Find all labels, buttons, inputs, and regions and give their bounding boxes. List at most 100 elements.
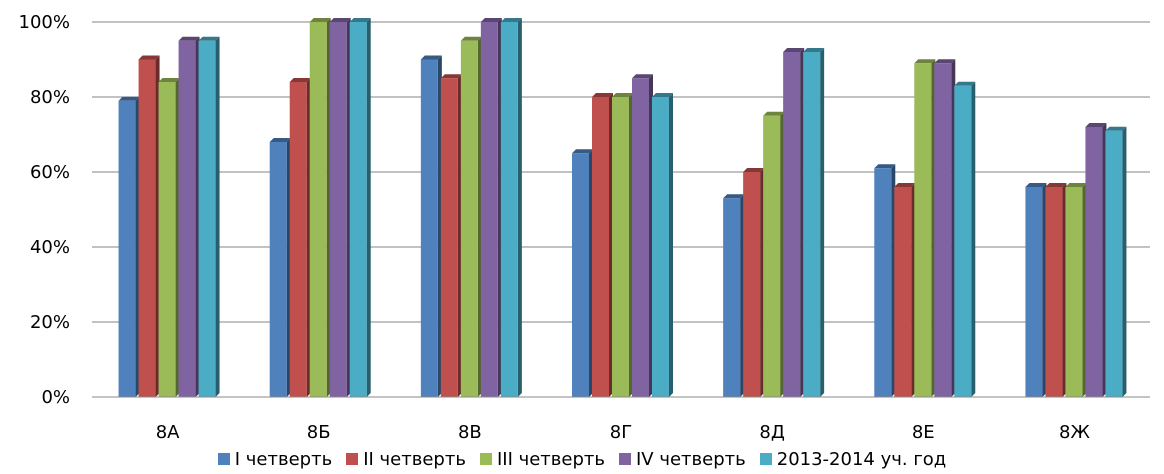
- bar: [138, 55, 160, 397]
- bar-top: [158, 78, 180, 82]
- bar-top: [480, 18, 502, 22]
- bar: [118, 96, 140, 397]
- bar-top: [198, 36, 220, 41]
- bar-front: [460, 40, 478, 397]
- bar-front: [158, 82, 176, 397]
- bar-front: [269, 142, 287, 397]
- bar-top: [652, 93, 673, 97]
- bar-front: [1085, 127, 1103, 397]
- bar: [460, 36, 482, 397]
- bar: [289, 78, 311, 397]
- bar-front: [652, 97, 669, 397]
- bar-front: [178, 40, 196, 397]
- x-tick-label: 8Д: [759, 422, 785, 443]
- bar: [480, 18, 502, 397]
- bar-side: [366, 18, 371, 397]
- bar-top: [612, 93, 633, 97]
- bar: [954, 81, 976, 397]
- bar: [572, 149, 593, 397]
- bar-side: [820, 48, 825, 397]
- y-tick-label: 60%: [30, 162, 70, 183]
- bar-top: [954, 81, 976, 86]
- legend-swatch: [479, 453, 492, 465]
- bar: [1105, 126, 1127, 397]
- bar-top: [723, 194, 745, 199]
- bar-front: [420, 59, 438, 397]
- y-tick-label: 20%: [30, 312, 70, 333]
- y-axis-tick-labels: 0% 20% 40% 60% 80% 100%: [19, 12, 70, 408]
- bar-front: [500, 22, 518, 397]
- legend-item: IV четверть: [619, 449, 746, 470]
- bar: [632, 74, 653, 397]
- legend: I четверть II четверть III четверть IV четв…: [0, 446, 1164, 472]
- legend-item: III четверть: [479, 449, 605, 470]
- legend-label: IV четверть: [636, 448, 746, 470]
- bar: [934, 59, 956, 397]
- x-axis-tick-labels: 8А 8Б 8В 8Г 8Д 8Е 8Ж: [156, 422, 1091, 443]
- x-tick-label: 8Ж: [1059, 422, 1090, 443]
- bar-top: [460, 36, 482, 41]
- bar-top: [420, 55, 442, 60]
- bar-side: [215, 36, 220, 397]
- bar: [914, 59, 936, 397]
- bar-top: [934, 59, 956, 64]
- x-tick-label: 8В: [458, 422, 482, 443]
- bar-top: [138, 55, 160, 60]
- bar-top: [1085, 123, 1107, 127]
- bar-top: [632, 74, 653, 79]
- legend-item: 2013-2014 уч. год: [759, 448, 947, 470]
- bar-front: [572, 153, 589, 397]
- bar-top: [349, 18, 371, 22]
- bar: [723, 194, 745, 397]
- bar-top: [914, 59, 936, 64]
- bar: [329, 18, 351, 397]
- bar-front: [763, 115, 781, 397]
- bar: [803, 48, 825, 397]
- bar-front: [138, 59, 156, 397]
- bar-top: [500, 18, 522, 22]
- legend-swatch: [759, 453, 772, 465]
- legend-swatch: [619, 453, 631, 465]
- x-tick-label: 8Е: [912, 422, 935, 443]
- legend-label: 2013-2014 уч. год: [776, 448, 947, 470]
- bar: [1045, 183, 1067, 397]
- bar-top: [440, 74, 462, 79]
- legend-label: I четверть: [234, 448, 333, 470]
- bar: [1025, 183, 1047, 397]
- bar-front: [1045, 187, 1063, 397]
- bar: [440, 74, 462, 397]
- bar: [420, 55, 442, 397]
- bar-front: [198, 40, 216, 397]
- bars: [118, 18, 1127, 397]
- bar-top: [329, 18, 351, 22]
- bar-front: [743, 172, 761, 397]
- bar: [500, 18, 522, 397]
- bar: [894, 183, 916, 397]
- bar: [783, 48, 805, 397]
- bar-front: [723, 198, 741, 397]
- bar-top: [289, 78, 311, 82]
- y-tick-label: 0%: [41, 387, 70, 408]
- bar: [1085, 123, 1107, 397]
- bar-front: [1105, 130, 1123, 397]
- bar-front: [914, 63, 932, 397]
- bar-side: [517, 18, 522, 397]
- x-tick-label: 8А: [156, 422, 180, 443]
- bar-side: [669, 93, 673, 397]
- x-tick-label: 8Г: [610, 422, 632, 443]
- bar: [1065, 183, 1087, 397]
- bar: [652, 93, 673, 397]
- bar-top: [309, 18, 331, 22]
- legend-item: I четверть: [217, 448, 333, 470]
- bar-top: [1025, 183, 1047, 187]
- bar-top: [894, 183, 916, 187]
- bar-front: [592, 97, 609, 397]
- bar: [309, 18, 331, 397]
- bar-top: [783, 48, 805, 52]
- bar-front: [349, 22, 367, 397]
- bar-front: [803, 52, 821, 397]
- bar-side: [1122, 126, 1127, 397]
- bar: [269, 138, 291, 397]
- bar-side: [971, 81, 976, 397]
- bar-front: [1025, 187, 1043, 397]
